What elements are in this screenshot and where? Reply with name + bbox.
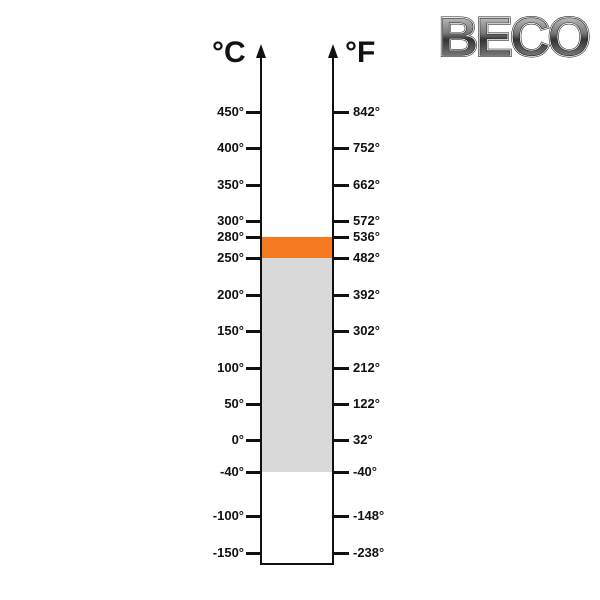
celsius-tick-label: 250° bbox=[217, 250, 244, 265]
fahrenheit-tick-label: -40° bbox=[353, 464, 377, 479]
celsius-tick-label: 100° bbox=[217, 360, 244, 375]
fahrenheit-tick-label: 842° bbox=[353, 104, 380, 119]
celsius-tick bbox=[246, 367, 261, 370]
celsius-tick bbox=[246, 257, 261, 260]
celsius-tick bbox=[246, 330, 261, 333]
celsius-tick bbox=[246, 111, 261, 114]
fahrenheit-tick bbox=[334, 439, 349, 442]
celsius-tick bbox=[246, 236, 261, 239]
fahrenheit-axis bbox=[332, 56, 334, 565]
scale-bottom-line bbox=[260, 563, 334, 565]
celsius-tick bbox=[246, 147, 261, 150]
celsius-tick bbox=[246, 294, 261, 297]
celsius-tick-label: 300° bbox=[217, 213, 244, 228]
fahrenheit-unit-label: °F bbox=[345, 36, 376, 69]
fahrenheit-tick-label: 536° bbox=[353, 229, 380, 244]
fahrenheit-tick-label: 32° bbox=[353, 432, 373, 447]
fahrenheit-tick bbox=[334, 257, 349, 260]
fahrenheit-tick bbox=[334, 220, 349, 223]
celsius-tick bbox=[246, 515, 261, 518]
svg-text:BECO: BECO bbox=[438, 6, 589, 64]
celsius-tick-label: 150° bbox=[217, 323, 244, 338]
fahrenheit-tick bbox=[334, 147, 349, 150]
fahrenheit-tick bbox=[334, 111, 349, 114]
celsius-tick-label: 50° bbox=[224, 396, 244, 411]
celsius-unit-label: °C bbox=[212, 36, 246, 69]
celsius-tick-label: -150° bbox=[212, 545, 244, 560]
fahrenheit-tick-label: 482° bbox=[353, 250, 380, 265]
celsius-tick bbox=[246, 184, 261, 187]
celsius-tick-label: 200° bbox=[217, 287, 244, 302]
celsius-tick bbox=[246, 220, 261, 223]
fahrenheit-tick bbox=[334, 236, 349, 239]
fahrenheit-tick bbox=[334, 471, 349, 474]
fahrenheit-tick-label: 302° bbox=[353, 323, 380, 338]
fahrenheit-tick-label: 662° bbox=[353, 177, 380, 192]
celsius-tick-label: -40° bbox=[220, 464, 244, 479]
fahrenheit-tick-label: 572° bbox=[353, 213, 380, 228]
celsius-tick-label: -100° bbox=[212, 508, 244, 523]
fahrenheit-tick-label: -148° bbox=[353, 508, 385, 523]
fahrenheit-tick-label: 212° bbox=[353, 360, 380, 375]
fahrenheit-tick bbox=[334, 403, 349, 406]
fahrenheit-tick bbox=[334, 184, 349, 187]
fahrenheit-tick bbox=[334, 294, 349, 297]
celsius-tick bbox=[246, 471, 261, 474]
celsius-tick bbox=[246, 403, 261, 406]
fahrenheit-arrow-icon bbox=[328, 44, 338, 58]
celsius-tick bbox=[246, 552, 261, 555]
temperature-range-band bbox=[262, 258, 333, 472]
fahrenheit-tick bbox=[334, 367, 349, 370]
celsius-axis bbox=[260, 56, 262, 565]
celsius-tick-label: 350° bbox=[217, 177, 244, 192]
celsius-tick-label: 0° bbox=[231, 432, 244, 447]
celsius-tick-label: 280° bbox=[217, 229, 244, 244]
celsius-tick-label: 450° bbox=[217, 104, 244, 119]
fahrenheit-tick bbox=[334, 515, 349, 518]
fahrenheit-tick-label: 392° bbox=[353, 287, 380, 302]
svg-text:BECO: BECO bbox=[438, 6, 589, 64]
celsius-tick-label: 400° bbox=[217, 140, 244, 155]
operating-range-band bbox=[262, 237, 333, 258]
fahrenheit-tick-label: -238° bbox=[353, 545, 385, 560]
beco-logo: BECO BECO bbox=[437, 6, 593, 64]
fahrenheit-tick-label: 122° bbox=[353, 396, 380, 411]
celsius-arrow-icon bbox=[256, 44, 266, 58]
fahrenheit-tick bbox=[334, 552, 349, 555]
fahrenheit-tick-label: 752° bbox=[353, 140, 380, 155]
celsius-tick bbox=[246, 439, 261, 442]
fahrenheit-tick bbox=[334, 330, 349, 333]
